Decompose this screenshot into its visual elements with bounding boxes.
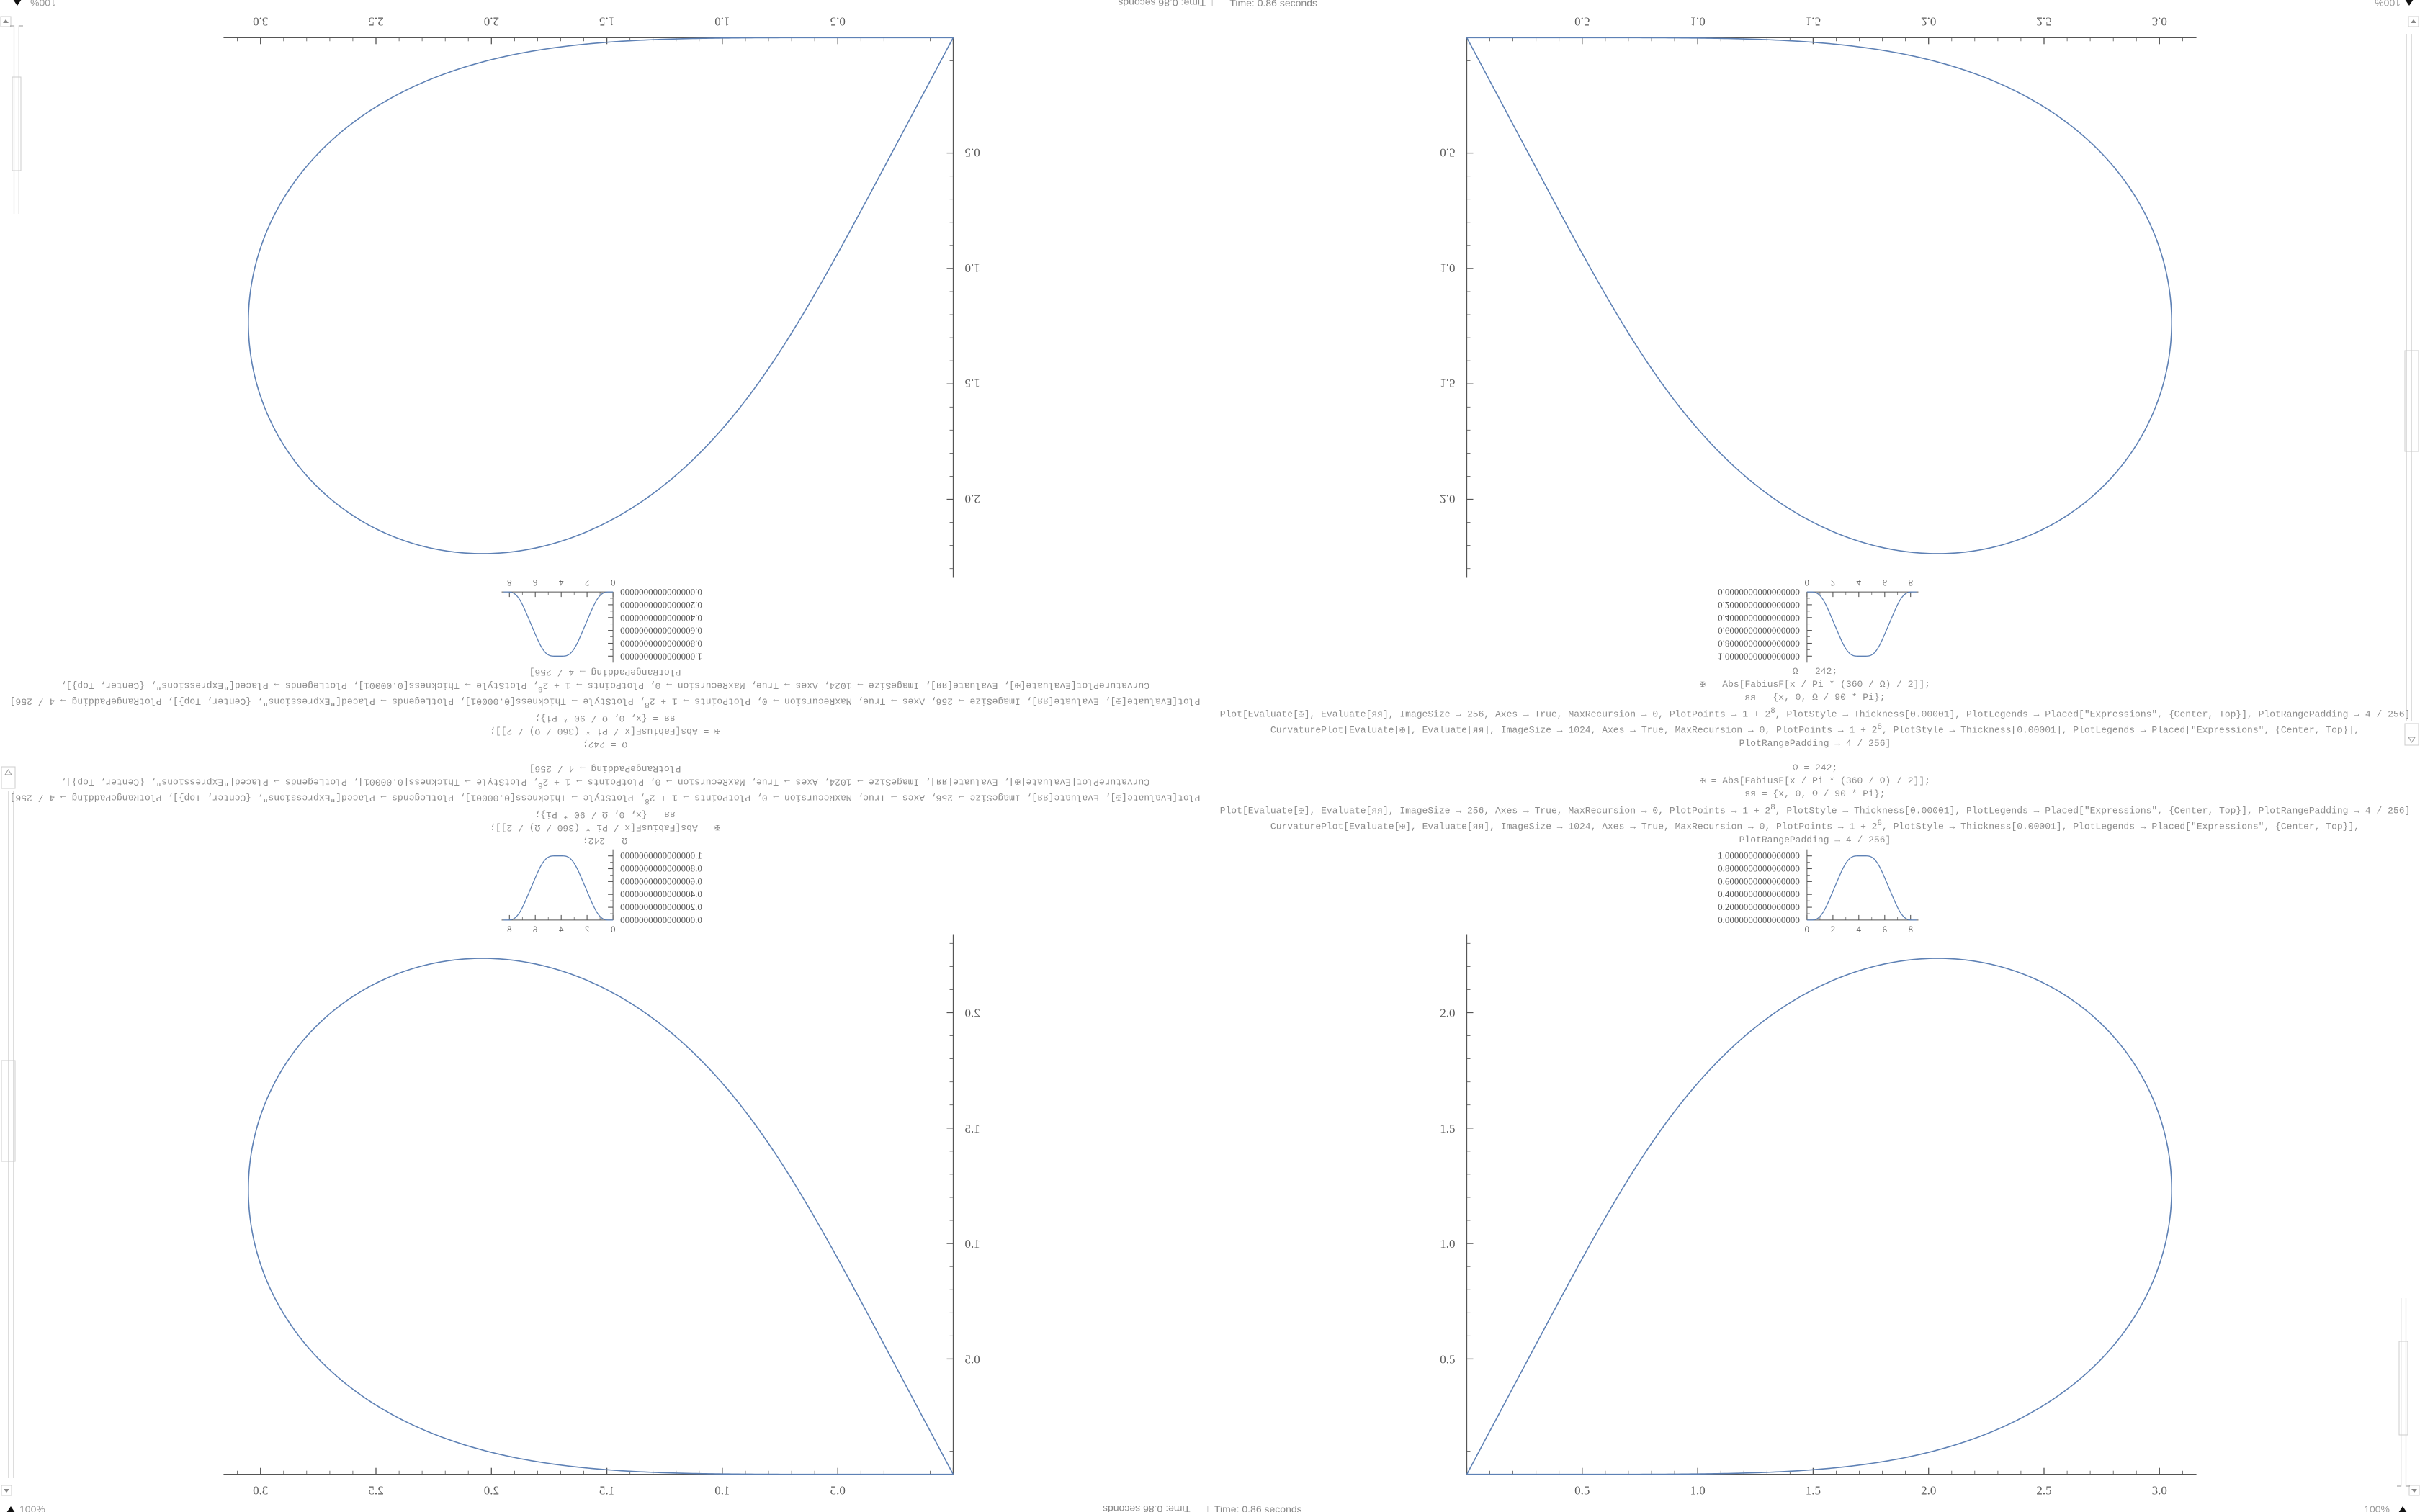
svg-text:0: 0 [611,924,616,935]
svg-text:1.0000000000000000: 1.0000000000000000 [620,850,702,861]
svg-text:2.5: 2.5 [2036,1484,2051,1498]
svg-text:2: 2 [1831,577,1836,588]
svg-text:1.0: 1.0 [714,14,730,28]
svg-text:1.5: 1.5 [599,1484,614,1498]
svg-text:0.5: 0.5 [1440,146,1455,160]
svg-text:1.0000000000000000: 1.0000000000000000 [1718,651,1800,662]
svg-text:1.5: 1.5 [1806,1484,1821,1498]
svg-text:0.5: 0.5 [1440,1352,1455,1366]
svg-text:2.0: 2.0 [1921,14,1936,28]
svg-text:8: 8 [1908,924,1913,935]
svg-text:3.0: 3.0 [2152,14,2167,28]
svg-text:2.0: 2.0 [965,492,980,506]
svg-text:0.2000000000000000: 0.2000000000000000 [620,901,702,912]
svg-text:1.0: 1.0 [714,1484,730,1498]
svg-text:8: 8 [507,577,512,588]
svg-text:6: 6 [532,924,537,935]
svg-text:0.4000000000000000: 0.4000000000000000 [620,613,702,624]
svg-text:3.0: 3.0 [253,14,268,28]
svg-text:0.2000000000000000: 0.2000000000000000 [1718,901,1800,912]
svg-text:8: 8 [507,924,512,935]
svg-text:6: 6 [1883,577,1888,588]
svg-text:6: 6 [532,577,537,588]
svg-text:1.5: 1.5 [965,1122,980,1135]
svg-text:0.4000000000000000: 0.4000000000000000 [1718,613,1800,624]
svg-text:1.0: 1.0 [965,1237,980,1251]
svg-text:1.0: 1.0 [1690,1484,1705,1498]
svg-text:1.5: 1.5 [599,14,614,28]
svg-text:6: 6 [1883,924,1888,935]
svg-text:4: 4 [1857,924,1862,935]
svg-text:2.5: 2.5 [368,14,383,28]
svg-text:1.5: 1.5 [1806,14,1821,28]
svg-text:2.0: 2.0 [1440,1007,1455,1020]
svg-text:2.0: 2.0 [965,1007,980,1020]
svg-text:4: 4 [1857,577,1862,588]
svg-text:0.4000000000000000: 0.4000000000000000 [1718,888,1800,899]
svg-text:0.5: 0.5 [830,1484,846,1498]
svg-text:2.0: 2.0 [484,14,499,28]
svg-text:0.8000000000000000: 0.8000000000000000 [1718,863,1800,874]
svg-text:0.6000000000000000: 0.6000000000000000 [620,626,702,636]
svg-text:1.0: 1.0 [965,261,980,275]
svg-text:3.0: 3.0 [253,1484,268,1498]
svg-text:0.0000000000000000: 0.0000000000000000 [1718,587,1800,598]
svg-text:0: 0 [611,577,616,588]
svg-text:0.0000000000000000: 0.0000000000000000 [620,914,702,925]
svg-text:2: 2 [585,924,590,935]
svg-text:3.0: 3.0 [2152,1484,2167,1498]
svg-text:0.8000000000000000: 0.8000000000000000 [620,863,702,874]
svg-text:1.0: 1.0 [1440,1237,1455,1251]
svg-text:8: 8 [1908,577,1913,588]
svg-text:2.5: 2.5 [2036,14,2051,28]
svg-text:0.8000000000000000: 0.8000000000000000 [620,639,702,649]
svg-text:1.0: 1.0 [1440,261,1455,275]
svg-text:0.2000000000000000: 0.2000000000000000 [620,600,702,611]
svg-text:2.5: 2.5 [368,1484,383,1498]
svg-text:1.5: 1.5 [1440,1122,1455,1135]
svg-text:0.5: 0.5 [830,14,846,28]
svg-text:0.6000000000000000: 0.6000000000000000 [1718,626,1800,636]
svg-text:1.0000000000000000: 1.0000000000000000 [1718,850,1800,861]
svg-text:0.5: 0.5 [965,146,980,160]
svg-text:0: 0 [1805,577,1810,588]
svg-text:0.6000000000000000: 0.6000000000000000 [1718,876,1800,886]
svg-text:2.0: 2.0 [1440,492,1455,506]
svg-text:1.0: 1.0 [1690,14,1705,28]
svg-text:2.0: 2.0 [1921,1484,1936,1498]
svg-text:2.0: 2.0 [484,1484,499,1498]
svg-text:0.6000000000000000: 0.6000000000000000 [620,876,702,886]
svg-text:4: 4 [558,924,563,935]
svg-text:1.5: 1.5 [965,377,980,390]
svg-text:0: 0 [1805,924,1810,935]
svg-text:0.5: 0.5 [965,1352,980,1366]
svg-text:4: 4 [558,577,563,588]
svg-text:1.0000000000000000: 1.0000000000000000 [620,651,702,662]
svg-text:2: 2 [1831,924,1836,935]
svg-text:0.0000000000000000: 0.0000000000000000 [620,587,702,598]
svg-text:0.5: 0.5 [1574,14,1590,28]
svg-text:0.2000000000000000: 0.2000000000000000 [1718,600,1800,611]
svg-text:1.5: 1.5 [1440,377,1455,390]
svg-text:0.0000000000000000: 0.0000000000000000 [1718,914,1800,925]
svg-text:2: 2 [585,577,590,588]
svg-text:0.4000000000000000: 0.4000000000000000 [620,888,702,899]
svg-text:0.5: 0.5 [1574,1484,1590,1498]
svg-text:0.8000000000000000: 0.8000000000000000 [1718,639,1800,649]
